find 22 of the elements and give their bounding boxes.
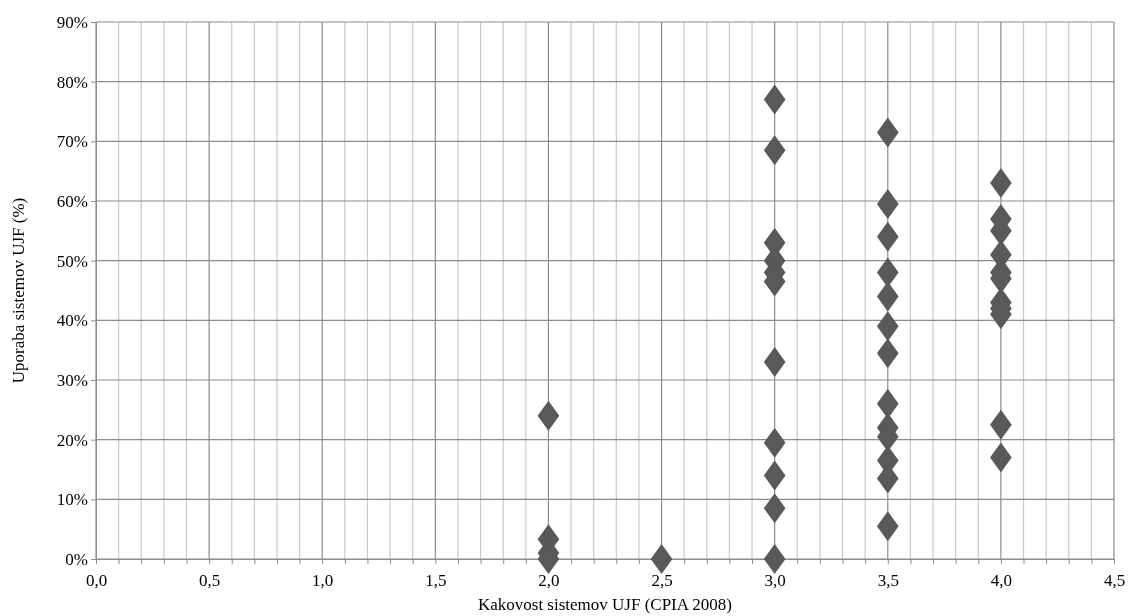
x-tick-label: 0,0 (85, 570, 108, 590)
y-tick-label: 60% (56, 191, 88, 211)
x-tick-label: 3,0 (764, 570, 786, 590)
y-tick-label: 0% (65, 549, 88, 569)
x-tick-label: 4,0 (990, 570, 1013, 590)
x-tick-label: 2,0 (538, 570, 560, 590)
y-tick-label: 10% (56, 490, 88, 510)
y-tick-label: 80% (56, 72, 88, 92)
y-tick-label: 50% (56, 251, 88, 271)
x-tick-label: 4,5 (1103, 570, 1126, 590)
y-tick-label: 40% (56, 311, 88, 331)
x-tick-label: 2,5 (651, 570, 673, 590)
y-tick-label: 30% (56, 370, 88, 390)
x-tick-label: 1,0 (312, 570, 334, 590)
x-axis-title: Kakovost sistemov UJF (CPIA 2008) (477, 595, 733, 614)
x-tick-label: 3,5 (877, 570, 899, 590)
y-tick-label: 90% (56, 12, 88, 32)
x-tick-label: 0,5 (198, 570, 221, 590)
y-axis-title: Uporaba sistemov UJF (%) (9, 197, 28, 384)
x-tick-label: 1,5 (425, 570, 447, 590)
y-tick-label: 20% (56, 430, 88, 450)
y-tick-label: 70% (56, 132, 88, 152)
